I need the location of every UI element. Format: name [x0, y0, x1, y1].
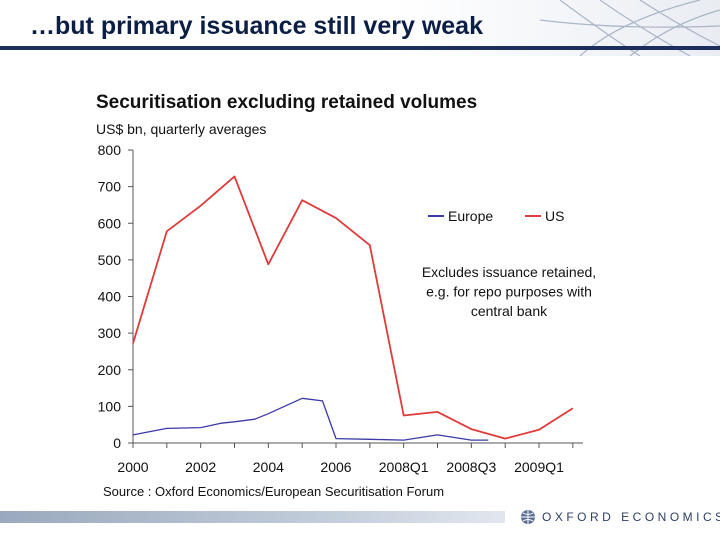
- legend-label-us: US: [545, 208, 564, 224]
- legend-label-europe: Europe: [448, 208, 493, 224]
- series-line-us: [132, 175, 574, 440]
- y-axis: 0 100 200 300 400 500 600 700 800: [98, 142, 134, 451]
- chart-annotation: Excludes issuance retained, e.g. for repo…: [422, 264, 596, 319]
- y-tick-label: 300: [98, 325, 122, 341]
- y-tick-label: 500: [98, 252, 122, 268]
- annotation-line: Excludes issuance retained,: [422, 264, 596, 280]
- x-tick-label: 2004: [253, 459, 284, 475]
- annotation-line: e.g. for repo purposes with: [426, 284, 592, 300]
- chart-title: Securitisation excluding retained volume…: [96, 92, 477, 113]
- oxford-economics-logo: OXFORD ECONOMICS: [520, 509, 720, 525]
- logo-text: OXFORD ECONOMICS: [542, 510, 720, 524]
- y-tick-label: 800: [98, 142, 122, 158]
- chart-source: Source : Oxford Economics/European Secur…: [103, 484, 444, 499]
- y-tick-label: 700: [98, 179, 122, 195]
- globe-icon: [521, 510, 535, 524]
- y-axis-label: US$ bn, quarterly averages: [96, 121, 266, 137]
- footer-band: [0, 511, 505, 523]
- x-tick-label: 2000: [117, 459, 148, 475]
- series-line-europe: [132, 397, 489, 441]
- slide-title: …but primary issuance still very weak: [30, 12, 483, 40]
- y-tick-label: 0: [113, 435, 121, 451]
- x-tick-label: 2002: [185, 459, 216, 475]
- y-tick-label: 200: [98, 362, 122, 378]
- series-layer: [132, 175, 574, 441]
- annotation-line: central bank: [471, 303, 548, 319]
- x-axis: 2000 2002 2004 2006 2008Q1 2008Q3 2009Q1: [117, 442, 583, 475]
- legend: Europe US: [428, 208, 564, 224]
- y-tick-label: 600: [98, 215, 122, 231]
- slide-header: …but primary issuance still very weak: [0, 0, 720, 56]
- y-tick-label: 400: [98, 289, 122, 305]
- header-divider: [0, 46, 720, 50]
- x-tick-label: 2008Q1: [379, 459, 429, 475]
- x-tick-label: 2008Q3: [446, 459, 496, 475]
- y-tick-label: 100: [98, 398, 122, 414]
- x-tick-label: 2006: [320, 459, 351, 475]
- x-tick-label: 2009Q1: [514, 459, 564, 475]
